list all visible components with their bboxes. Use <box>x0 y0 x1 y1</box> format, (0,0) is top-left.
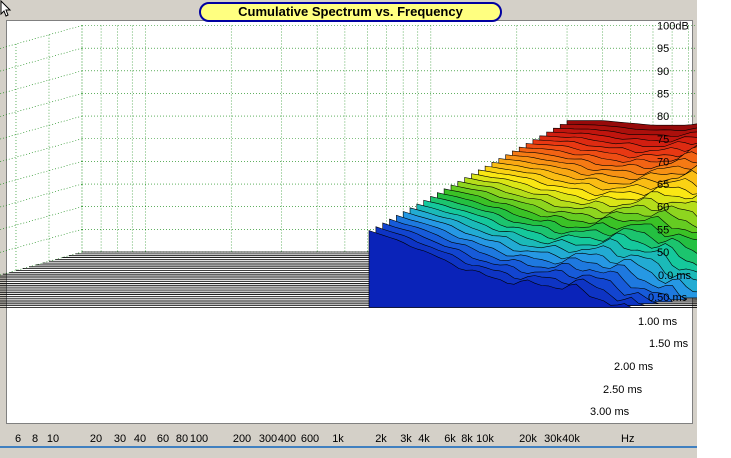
frequency-tick-label: 1k <box>332 433 344 445</box>
time-tick-label: 0.0 ms <box>658 270 692 282</box>
side-grid-line <box>0 183 83 208</box>
frequency-tick-label: 20k <box>519 433 537 445</box>
frequency-tick-label: 8 <box>31 433 39 445</box>
frequency-tick-label: 10 <box>46 433 60 445</box>
db-tick-label: 60 <box>657 202 669 214</box>
side-grid-line <box>0 93 83 117</box>
db-tick-label: 70 <box>657 156 669 168</box>
decay-slices <box>368 120 697 308</box>
frequency-tick-label: 20 <box>89 433 103 445</box>
side-grid-line <box>0 25 83 49</box>
frequency-tick-label: 60 <box>156 433 170 445</box>
db-tick-label: 50 <box>657 247 669 259</box>
frequency-tick-label: 100 <box>189 433 209 445</box>
frequency-tick-label: 40k <box>562 433 580 445</box>
side-grid-line <box>0 115 83 140</box>
frequency-tick-label: 400 <box>277 433 297 445</box>
frequency-tick-label: 300 <box>258 433 278 445</box>
chart-title: Cumulative Spectrum vs. Frequency <box>199 2 502 22</box>
frequency-tick-label: 600 <box>300 433 320 445</box>
db-tick-label: 95 <box>657 43 669 55</box>
db-axis-labels: 100dB 95 90 85 80 75 70 65 60 55 50 <box>657 21 689 260</box>
frequency-tick-label: 200 <box>232 433 252 445</box>
db-tick-label: 85 <box>657 88 669 100</box>
decay-slice <box>368 230 697 308</box>
frequency-tick-label: 10k <box>476 433 494 445</box>
side-grid-line <box>0 161 83 185</box>
frequency-tick-label: 4k <box>418 433 430 445</box>
side-grid-line <box>0 47 83 72</box>
arrow-cursor-icon <box>0 0 12 17</box>
frequency-tick-label: 30k <box>544 433 562 445</box>
frequency-tick-label: 8k <box>461 433 473 445</box>
db-tick-label: 55 <box>657 224 669 236</box>
db-tick-label: 100dB <box>657 21 689 33</box>
time-axis-labels: 0.0 ms 0.50 ms 1.00 ms 1.50 ms 2.00 ms 2.50 m… <box>590 270 692 418</box>
waterfall-chart: 100dB 95 90 85 80 75 70 65 60 55 50 0.0 ms 0.50 ms 1… <box>0 21 697 418</box>
time-tick-label: 2.00 ms <box>614 361 654 373</box>
frequency-tick-label: 30 <box>113 433 127 445</box>
db-tick-label: 65 <box>657 179 669 191</box>
frequency-tick-label: 80 <box>175 433 189 445</box>
frequency-tick-label: 40 <box>133 433 147 445</box>
frequency-axis: Hz 6 8 10 20 30 40 60 80 100 200 300 400 600 1k 2k 3k 4k… <box>0 424 697 458</box>
db-tick-label: 80 <box>657 111 669 123</box>
frequency-tick-label: 6 <box>14 433 22 445</box>
time-tick-label: 2.50 ms <box>603 384 643 396</box>
time-tick-label: 0.50 ms <box>648 292 688 304</box>
frequency-tick-label: 2k <box>375 433 387 445</box>
frequency-tick-label: 6k <box>444 433 456 445</box>
side-grid-line <box>0 70 83 95</box>
side-grid-line <box>0 138 83 163</box>
db-tick-label: 75 <box>657 134 669 146</box>
time-tick-label: 3.00 ms <box>590 406 630 418</box>
frequency-unit-label: Hz <box>621 433 635 445</box>
bottom-border <box>0 446 697 448</box>
db-tick-label: 90 <box>657 66 669 78</box>
side-grid-line <box>0 229 83 253</box>
time-tick-label: 1.00 ms <box>638 316 678 328</box>
frequency-tick-label: 3k <box>400 433 412 445</box>
time-tick-label: 1.50 ms <box>649 338 689 350</box>
side-grid-line <box>0 206 83 230</box>
